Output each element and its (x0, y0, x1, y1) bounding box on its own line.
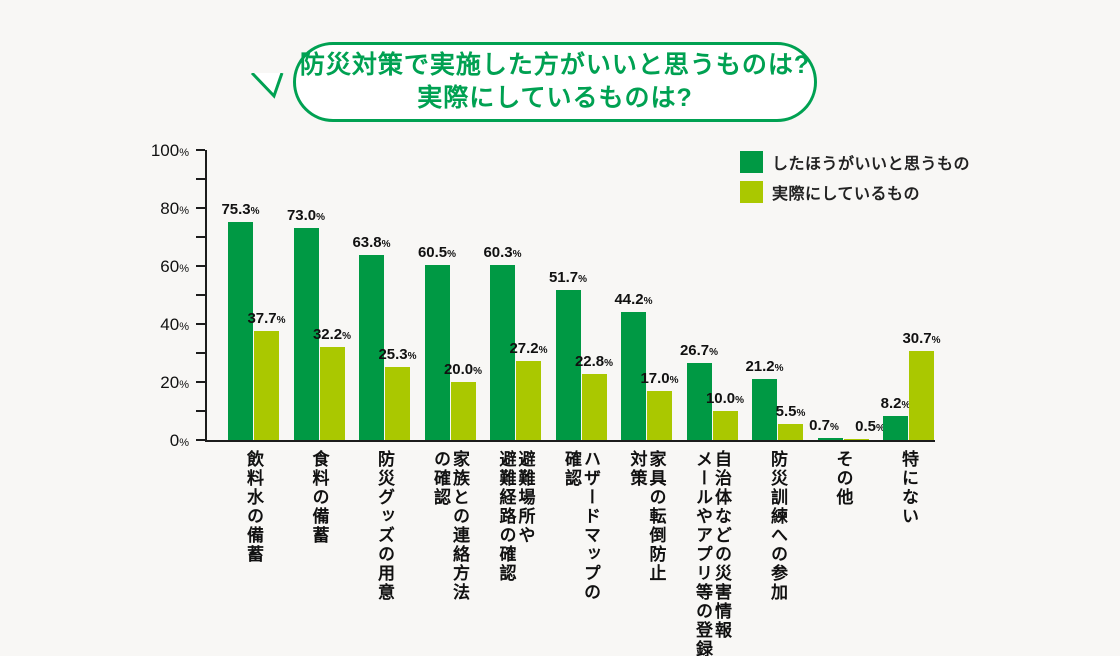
bar-value-label: 21.2% (745, 357, 784, 375)
bar-value-label: 51.7% (548, 269, 588, 287)
bar-actually-do (516, 361, 541, 440)
category-label: 避難場所や 避難経路の確認 (496, 450, 535, 583)
bar-actually-do (712, 411, 738, 440)
bar-value-label: 8.2% (880, 395, 911, 413)
bar-value-label: 30.7% (902, 329, 941, 347)
bar-value-label: 25.3% (378, 345, 417, 363)
bar-actually-do (385, 366, 410, 440)
bar-value-label: 75.3% (221, 200, 260, 218)
legend-color-swatch (740, 151, 763, 173)
chart-title-line2: 実際にしているものは? (417, 84, 693, 112)
y-axis-tick (196, 352, 205, 354)
y-axis-tick (196, 323, 205, 325)
y-axis-tick (196, 294, 205, 296)
bar-chart-plot-area: 0% 20% 40% 60% 80% 100% 75.3% 37.7% 飲料水の備蓄 73.0% 3… (151, 142, 941, 656)
legend-color-swatch (740, 181, 763, 203)
bar-value-label: 32.2% (312, 325, 352, 343)
bar-should-do (359, 254, 384, 440)
bar-value-label: 5.5% (775, 403, 806, 421)
bar-should-do (424, 264, 450, 440)
bar-should-do (293, 228, 319, 440)
category-label: 飲料水の備蓄 (244, 450, 264, 564)
bar-value-label: 63.8% (352, 233, 391, 251)
y-axis-tick (196, 410, 205, 412)
category-label: ハザードマップの 確認 (562, 450, 601, 602)
chart-title-line1: 防災対策で実施した方がいいと思うものは? (299, 51, 811, 79)
y-axis-tick-label: 60% (160, 257, 189, 276)
bar-value-label: 44.2% (614, 290, 653, 308)
legend-item: したほうがいいと思うもの (740, 150, 970, 174)
chart-title-bubble: 防災対策で実施した方がいいと思うものは? 実際にしているものは? (293, 42, 817, 122)
bar-value-label: 0.5% (855, 417, 885, 435)
legend-label: したほうがいいと思うもの (772, 156, 971, 173)
bar-should-do (817, 437, 843, 440)
category-label: 防災訓練への参加 (768, 450, 788, 602)
legend-item: 実際にしているもの (740, 180, 970, 204)
bar-value-label: 60.5% (417, 243, 457, 261)
bar-value-label: 60.3% (483, 244, 522, 262)
bar-value-label: 10.0% (705, 390, 745, 407)
bar-value-label: 37.7% (247, 309, 286, 327)
bar-should-do (752, 378, 777, 440)
y-axis-tick (196, 178, 205, 180)
category-label: 自治体などの災害情報 メールやアプリ等の登録 (693, 450, 732, 656)
bar-value-label: 0.7% (809, 416, 839, 434)
category-label: 特にない (899, 450, 919, 526)
speech-bubble-tail (250, 73, 284, 99)
y-axis-tick (196, 381, 205, 383)
bar-value-label: 26.7% (679, 341, 719, 359)
category-label: 食料の備蓄 (309, 450, 329, 545)
bar-value-label: 20.0% (443, 361, 483, 378)
bar-actually-do (909, 350, 934, 440)
bar-value-label: 22.8% (574, 352, 614, 370)
y-axis-tick (196, 265, 205, 267)
bar-should-do (490, 265, 515, 440)
bar-actually-do (581, 373, 607, 440)
category-label: 家具の転倒防止 対策 (627, 450, 666, 583)
y-axis-tick-label: 20% (160, 373, 189, 392)
bar-should-do (555, 290, 581, 440)
bar-should-do (686, 362, 712, 440)
bar-value-label: 17.0% (640, 369, 679, 387)
bar-actually-do (647, 390, 672, 440)
bar-value-label: 73.0% (286, 207, 326, 225)
bar-actually-do (778, 424, 803, 440)
bar-value-label: 27.2% (509, 340, 548, 358)
y-axis-tick-label: 0% (169, 431, 189, 450)
y-axis-tick-label: 80% (160, 199, 189, 218)
y-axis-tick (196, 207, 205, 209)
bar-should-do (228, 221, 253, 440)
y-axis-tick (196, 439, 205, 441)
chart-legend: したほうがいいと思うもの 実際にしているもの (740, 150, 970, 210)
bar-actually-do (843, 438, 869, 440)
y-axis-tick-label: 40% (160, 315, 189, 334)
bar-should-do (621, 311, 646, 440)
legend-label: 実際にしているもの (772, 186, 921, 203)
y-axis-tick (196, 149, 205, 151)
bar-actually-do (319, 346, 345, 440)
category-label: 家族との連絡方法 の確認 (431, 450, 470, 602)
category-label: その他 (833, 450, 853, 507)
y-axis-tick-label: 100% (150, 141, 189, 160)
category-label: 防災グッズの用意 (375, 450, 395, 602)
y-axis-tick (196, 236, 205, 238)
bar-should-do (883, 416, 908, 440)
bar-actually-do (254, 330, 279, 440)
bar-actually-do (450, 382, 476, 440)
